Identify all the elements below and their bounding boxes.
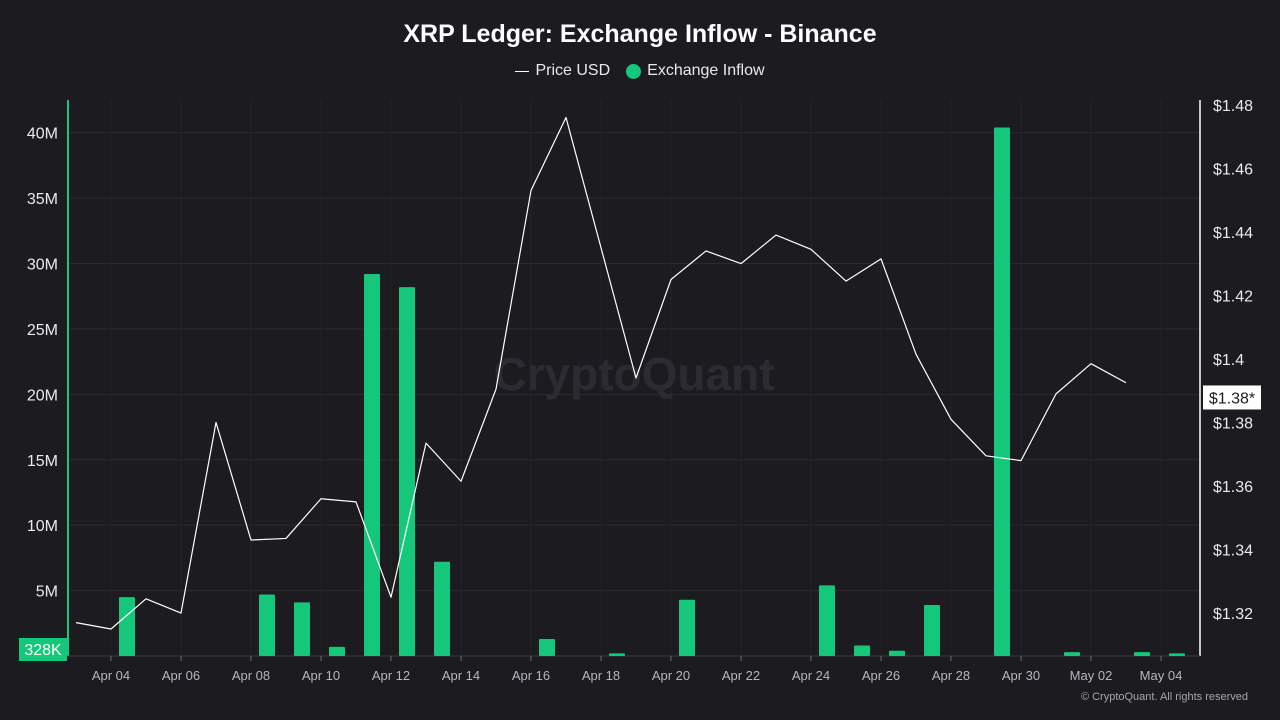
x-tick-label: Apr 04: [92, 668, 130, 683]
right-tick-label: $1.4: [1213, 352, 1244, 369]
legend-label-inflow: Exchange Inflow: [647, 62, 765, 79]
current-price-label: $1.38*: [1209, 390, 1255, 407]
left-tick-label: 40M: [27, 126, 58, 143]
cursor-value-box: [19, 638, 67, 661]
x-tick-label: Apr 22: [722, 668, 760, 683]
inflow-bar: [924, 604, 940, 656]
legend: Price USD Exchange Inflow: [0, 62, 1280, 80]
dot-swatch-icon: [626, 63, 642, 79]
inflow-bar: [434, 561, 450, 656]
left-tick-label: 25M: [27, 322, 58, 339]
x-tick-label: Apr 28: [932, 668, 970, 683]
x-tick-label: Apr 16: [512, 668, 550, 683]
x-tick-label: May 02: [1070, 668, 1113, 683]
inflow-bar: [329, 646, 345, 656]
right-tick-label: $1.32: [1213, 606, 1253, 623]
x-tick-label: Apr 26: [862, 668, 900, 683]
inflow-bar: [119, 597, 135, 656]
x-tick-label: Apr 20: [652, 668, 690, 683]
inflow-bar: [994, 127, 1010, 656]
inflow-bar: [679, 599, 695, 656]
x-tick-label: Apr 24: [792, 668, 830, 683]
cursor-value-label: 328K: [24, 642, 62, 659]
inflow-bar: [1064, 652, 1080, 656]
left-tick-label: 35M: [27, 191, 58, 208]
inflow-bar: [294, 602, 310, 656]
inflow-bar: [889, 650, 905, 656]
inflow-bar: [259, 594, 275, 656]
watermark-text: CryptoQuant: [493, 348, 774, 400]
left-tick-label: 15M: [27, 453, 58, 470]
inflow-bar: [609, 653, 625, 656]
legend-item-price[interactable]: Price USD: [515, 62, 610, 80]
x-tick-label: Apr 12: [372, 668, 410, 683]
copyright-text: © CryptoQuant. All rights reserved: [1080, 691, 1248, 703]
right-tick-label: $1.34: [1213, 543, 1253, 560]
left-tick-label: 10M: [27, 518, 58, 535]
inflow-bar: [1169, 653, 1185, 656]
right-tick-label: $1.46: [1213, 161, 1253, 178]
inflow-bar: [399, 287, 415, 656]
legend-label-price: Price USD: [535, 62, 611, 79]
x-tick-label: Apr 30: [1002, 668, 1040, 683]
left-tick-label: 20M: [27, 387, 58, 404]
x-tick-label: Apr 14: [442, 668, 480, 683]
legend-item-inflow[interactable]: Exchange Inflow: [626, 62, 765, 80]
price-line: [75, 116, 1127, 630]
inflow-bar: [819, 585, 835, 656]
left-tick-label: 5M: [36, 584, 58, 601]
x-tick-label: May 04: [1140, 668, 1183, 683]
x-tick-label: Apr 18: [582, 668, 620, 683]
inflow-bar: [539, 638, 555, 656]
right-tick-label: $1.44: [1213, 225, 1253, 242]
right-tick-label: $1.48: [1213, 98, 1253, 115]
line-swatch-icon: [515, 70, 530, 72]
x-tick-label: Apr 10: [302, 668, 340, 683]
inflow-bar: [364, 273, 380, 656]
current-price-box: [1203, 385, 1261, 410]
right-tick-label: $1.38: [1213, 415, 1253, 432]
x-tick-label: Apr 08: [232, 668, 270, 683]
x-tick-label: Apr 06: [162, 668, 200, 683]
right-tick-label: $1.42: [1213, 288, 1253, 305]
left-tick-label: 30M: [27, 257, 58, 274]
inflow-bar: [854, 645, 870, 656]
chart-title: XRP Ledger: Exchange Inflow - Binance: [403, 20, 877, 48]
right-tick-label: $1.36: [1213, 479, 1253, 496]
inflow-bar: [1134, 652, 1150, 656]
